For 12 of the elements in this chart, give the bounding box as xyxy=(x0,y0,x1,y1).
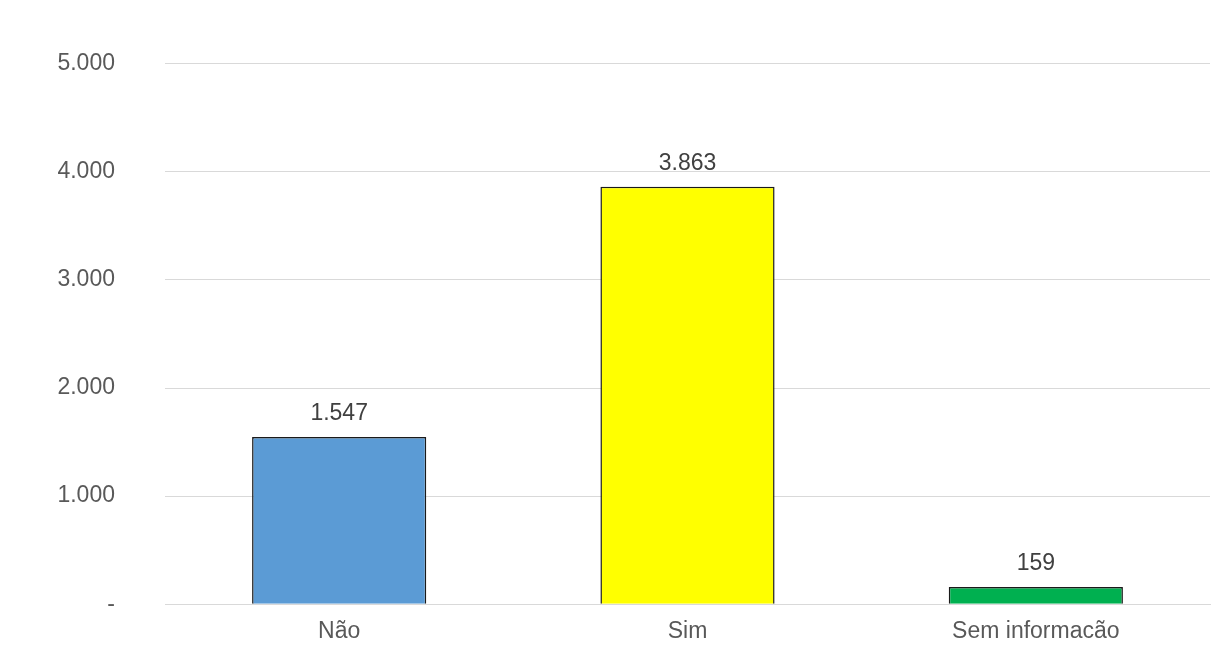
y-tick-label: 5.000 xyxy=(57,49,115,76)
y-tick-label: 2.000 xyxy=(57,373,115,400)
data-label: 3.863 xyxy=(658,148,717,175)
x-tick-label: Sim xyxy=(667,617,708,644)
data-label: 1.547 xyxy=(310,398,368,425)
data-label: 159 xyxy=(1016,548,1056,575)
x-tick-label: Não xyxy=(318,617,361,644)
y-tick-label: 3.000 xyxy=(57,265,115,292)
x-tick-label: Sem informacão xyxy=(952,617,1120,644)
y-tick-label: 4.000 xyxy=(57,157,115,184)
y-tick-label: - xyxy=(107,589,115,616)
y-tick-label: 1.000 xyxy=(57,481,115,508)
